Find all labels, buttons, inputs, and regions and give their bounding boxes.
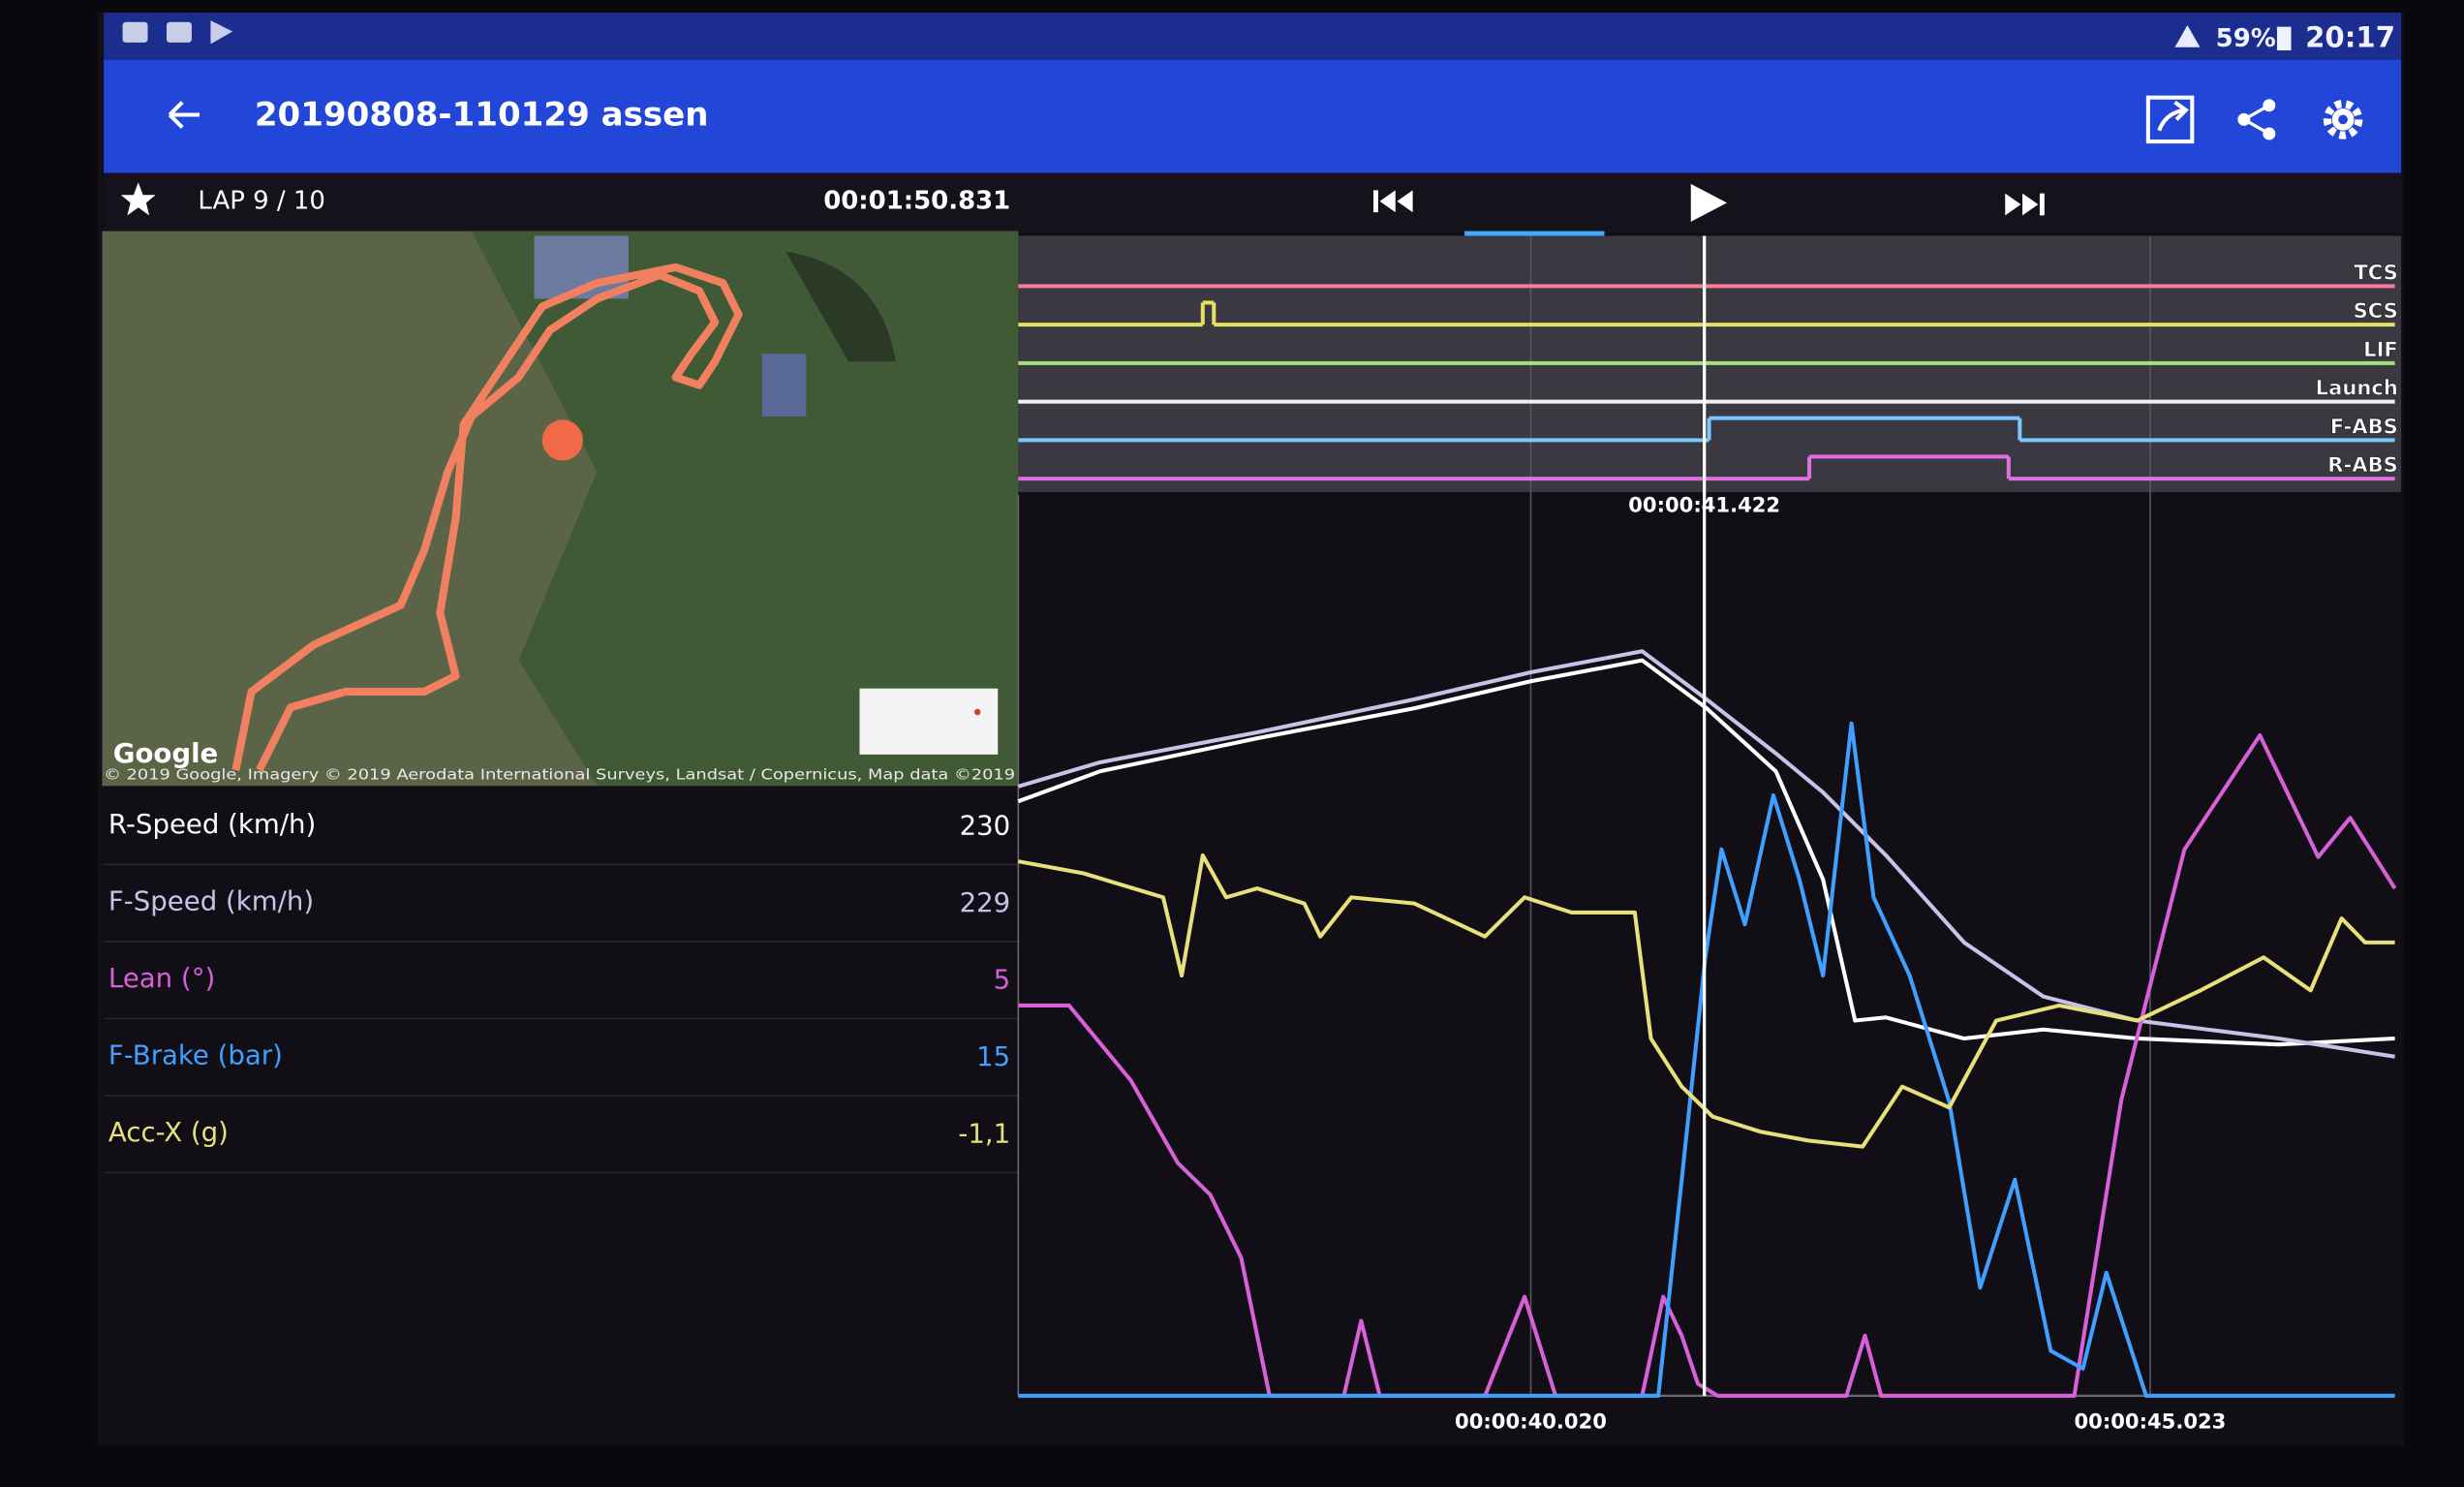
next-button[interactable] [2005, 193, 2045, 216]
readout-value: -1,1 [958, 1117, 1010, 1149]
status-icon [122, 21, 148, 43]
status-icon [210, 20, 233, 45]
play-button[interactable] [1690, 183, 1728, 222]
gear-hole[interactable] [2338, 114, 2348, 125]
back-arrow[interactable] [168, 101, 200, 129]
prev-icon[interactable] [1379, 190, 1413, 213]
battery-icon [2276, 26, 2292, 50]
x-tick-label: 00:00:45.023 [2074, 1409, 2226, 1433]
x-tick-label: 00:00:40.020 [1455, 1409, 1607, 1433]
previous-button[interactable] [1373, 190, 1413, 213]
battery-percent: 59% [2216, 24, 2276, 53]
readout-label: Lean (°) [108, 962, 215, 994]
readouts: R-Speed (km/h) 230 F-Speed (km/h) 229 Lean (… [104, 808, 1019, 1174]
lap-label: LAP 9 / 10 [198, 186, 324, 215]
share-dot[interactable] [2263, 127, 2276, 140]
map-building [761, 354, 807, 418]
map-fields [471, 231, 1019, 787]
map-inset [859, 688, 999, 755]
share-dot[interactable] [2237, 112, 2251, 126]
series-line [1018, 721, 2395, 1398]
map-copyright: © 2019 Google, Imagery © 2019 Aerodata I… [104, 765, 1015, 783]
favorite-icon[interactable] [120, 182, 156, 216]
settings-button[interactable] [2323, 100, 2363, 139]
export-icon[interactable] [2145, 95, 2195, 144]
channel-label: TCS [2354, 260, 2397, 284]
toolbar [104, 172, 2402, 233]
readout-label: F-Speed (km/h) [108, 884, 314, 916]
readout-label: R-Speed (km/h) [108, 808, 316, 840]
app-bar [104, 59, 2402, 173]
channel-label: R-ABS [2327, 452, 2398, 477]
lap-time: 00:01:50.831 [823, 186, 1010, 215]
next-icon[interactable] [2005, 193, 2039, 216]
series-line [1018, 733, 2397, 1398]
readout-value: 229 [960, 886, 1011, 918]
export-arrow[interactable] [2157, 100, 2189, 132]
back-button[interactable] [168, 101, 200, 129]
readout-value: 230 [960, 809, 1011, 841]
readout-label: F-Brake (bar) [108, 1038, 283, 1070]
share-dot[interactable] [2263, 99, 2276, 112]
status-icon [166, 21, 192, 43]
next-bar[interactable] [2039, 193, 2045, 216]
export-button[interactable] [2145, 95, 2195, 144]
map-attribution: Google [113, 737, 218, 769]
map[interactable]: Google © 2019 Google, Imagery © 2019 Aer… [102, 231, 1019, 787]
readout-label: Acc-X (g) [108, 1116, 229, 1148]
channel-label: LIF [2363, 337, 2398, 361]
status-bar [104, 13, 2402, 60]
prev-bar[interactable] [1373, 190, 1378, 213]
series-line [1017, 852, 2395, 1149]
telemetry-chart: 00:00:40.020 00:00:45.023 TCS SCS LIF Launch F… [1017, 235, 2398, 1433]
share-button[interactable] [2237, 99, 2276, 140]
channel-label: Launch [2316, 376, 2398, 400]
position-marker [541, 419, 583, 461]
series-line [1017, 658, 2395, 1047]
readout-value: 5 [994, 963, 1011, 995]
cursor-label: 00:00:41.422 [1628, 493, 1780, 517]
map-water [785, 251, 896, 362]
inset-dot [973, 708, 981, 716]
app-title: 20190808-110129 assen [255, 96, 709, 135]
wifi-icon [2174, 25, 2201, 47]
clock: 20:17 [2305, 21, 2395, 54]
readout-value: 15 [976, 1040, 1010, 1072]
gear-teeth[interactable] [2323, 100, 2363, 139]
channel-label: F-ABS [2330, 414, 2398, 438]
channel-label: SCS [2354, 298, 2398, 323]
track-outline [231, 263, 743, 772]
